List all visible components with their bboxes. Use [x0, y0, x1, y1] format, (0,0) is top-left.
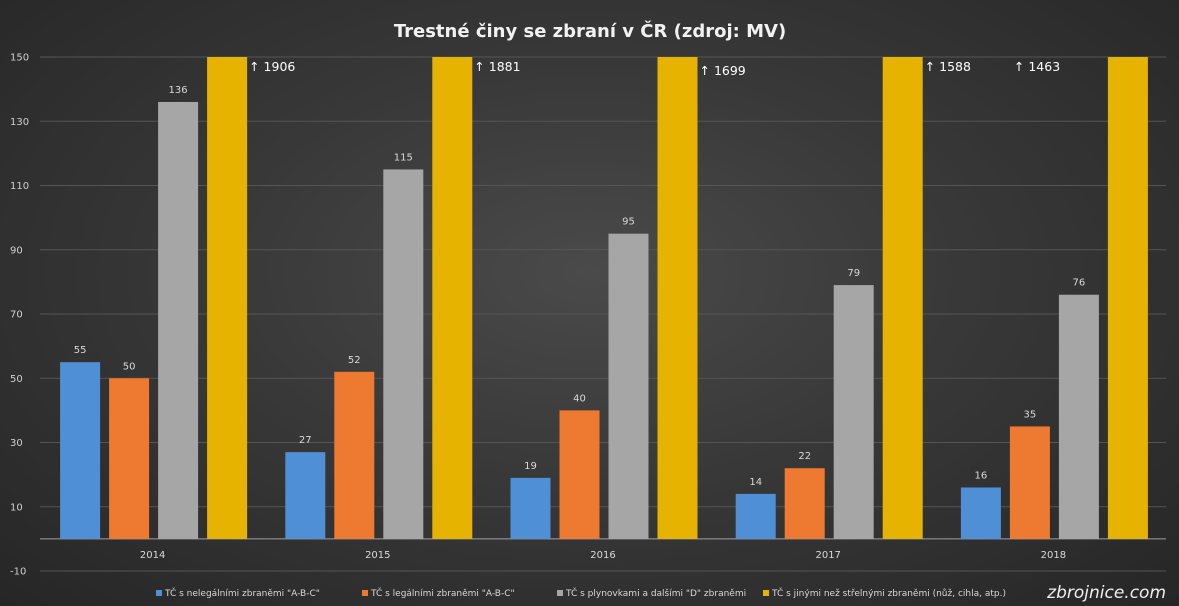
x-category-label: 2017	[815, 550, 840, 561]
legend-label: TČ s jinými než střelnými zbraněmi (nůž,…	[771, 587, 1006, 599]
bars	[60, 57, 1148, 539]
legend-label: TČ s nelegálními zbraněmi "A-B-C"	[164, 587, 320, 599]
data-label: ↑ 1906	[249, 59, 295, 74]
bar	[833, 285, 874, 539]
data-label: 35	[1024, 409, 1037, 420]
data-label: 115	[394, 152, 413, 163]
bar	[657, 57, 698, 539]
y-tick-label: 70	[10, 310, 23, 321]
y-tick-label: 110	[10, 181, 29, 192]
bar	[109, 378, 150, 539]
data-label: 136	[169, 85, 188, 96]
legend-swatch	[362, 590, 368, 596]
data-label: ↑ 1699	[700, 63, 746, 78]
data-label: 50	[123, 361, 136, 372]
bar	[158, 101, 199, 539]
data-label: ↑ 1881	[474, 59, 520, 74]
data-label: 27	[299, 435, 312, 446]
bar	[383, 169, 424, 539]
data-label: 40	[573, 393, 586, 404]
x-category-label: 2018	[1041, 550, 1066, 561]
legend-label: TČ s plynovkami a dalšími "D" zbraněmi	[565, 587, 746, 599]
bar	[735, 493, 776, 539]
bar	[608, 233, 649, 539]
chart-title: Trestné činy se zbraní v ČR (zdroj: MV)	[394, 20, 786, 42]
watermark-text: zbrojnice.com	[1046, 583, 1166, 603]
bar	[510, 477, 551, 539]
data-label: 95	[622, 217, 635, 228]
legend-label: TČ s legálními zbraněmi "A-B-C"	[370, 587, 515, 599]
bar	[1107, 57, 1148, 539]
bar	[882, 57, 923, 539]
data-label: 55	[74, 345, 87, 356]
data-label: ↑ 1463	[1014, 59, 1060, 74]
y-tick-label: 130	[10, 117, 29, 128]
data-label: ↑ 1588	[925, 59, 971, 74]
x-axis-categories: 2014 2015 2016 2017 2018	[140, 550, 1066, 561]
bar	[559, 410, 600, 539]
bar	[334, 371, 375, 539]
data-labels: 55 50 136 ↑ 1906 27 52 115 ↑ 1881 19 40 95 ↑ 1699 14…	[74, 59, 1086, 488]
y-tick-label: 30	[10, 438, 23, 449]
data-label: 52	[348, 355, 361, 366]
legend: TČ s nelegálními zbraněmi "A-B-C" TČ s le…	[156, 587, 1006, 599]
y-tick-label: 90	[10, 245, 23, 256]
y-tick-label: 10	[10, 502, 23, 513]
bar	[207, 57, 248, 539]
data-label: 76	[1073, 278, 1086, 289]
data-label: 14	[749, 477, 762, 488]
bar	[1009, 426, 1050, 539]
bar	[784, 468, 825, 539]
data-label: 22	[798, 451, 811, 462]
data-label: 19	[524, 461, 537, 472]
data-label: 79	[847, 268, 860, 279]
data-label: 16	[975, 470, 988, 481]
x-category-label: 2016	[590, 550, 615, 561]
y-tick-label: 50	[10, 374, 23, 385]
bar	[1058, 294, 1099, 539]
bar	[285, 452, 326, 539]
legend-swatch	[557, 590, 563, 596]
x-category-label: 2014	[140, 550, 165, 561]
y-tick-label: 150	[10, 53, 29, 64]
legend-swatch	[156, 590, 162, 596]
legend-swatch	[763, 590, 769, 596]
bar	[60, 362, 101, 539]
x-category-label: 2015	[365, 550, 390, 561]
y-tick-label: -10	[10, 567, 26, 578]
y-axis-ticks: -10 10 30 50 70 90 110 130 150	[10, 53, 29, 578]
bar	[960, 487, 1001, 539]
bar	[432, 57, 473, 539]
